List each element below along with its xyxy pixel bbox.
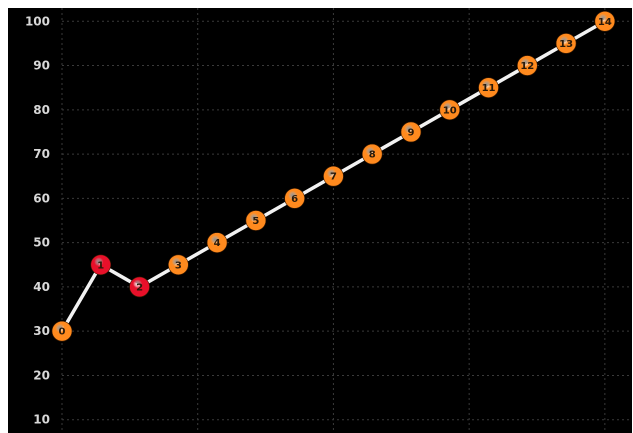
data-point-label: 1: [97, 260, 104, 271]
data-point-label: 4: [214, 238, 221, 249]
grid-layer: [61, 8, 632, 433]
data-point[interactable]: 10: [439, 99, 461, 121]
data-point[interactable]: 9: [400, 121, 422, 143]
data-point[interactable]: 13: [555, 33, 577, 54]
data-point[interactable]: 3: [168, 254, 189, 276]
data-point[interactable]: 0: [51, 320, 73, 342]
y-tick-label: 30: [33, 324, 50, 338]
data-point-marker: [206, 232, 228, 253]
data-point[interactable]: 14: [594, 10, 616, 32]
data-point-label: 8: [369, 150, 376, 161]
data-point-label: 0: [59, 327, 66, 338]
data-point-marker: [361, 143, 383, 165]
data-point-label: 10: [443, 105, 457, 116]
data-point-label: 5: [252, 216, 259, 227]
y-tick-label: 100: [25, 14, 50, 28]
data-point-marker: [400, 121, 422, 143]
data-point-label: 3: [175, 260, 182, 271]
y-tick-label: 80: [33, 103, 50, 117]
data-point-label: 2: [136, 282, 143, 293]
data-point[interactable]: 11: [478, 77, 499, 98]
data-point-marker: [168, 254, 189, 276]
data-point[interactable]: 4: [206, 232, 228, 253]
data-point[interactable]: 12: [517, 55, 538, 76]
data-point[interactable]: 6: [284, 188, 305, 209]
chart-frame: 10 20 30 40 50 60 70 80 90 100 0 1 2 3 4 5 6 7 8 9 10 11 12 13…: [8, 8, 632, 433]
data-point-marker: [594, 10, 616, 32]
data-point[interactable]: 7: [323, 165, 344, 187]
data-point[interactable]: 2: [129, 276, 150, 298]
data-point-marker: [129, 276, 150, 298]
data-point-label: 12: [520, 61, 534, 72]
y-tick-label: 10: [33, 413, 50, 427]
data-point-marker: [284, 188, 305, 209]
data-point-label: 14: [598, 17, 612, 28]
y-axis-ticks: 10 20 30 40 50 60 70 80 90 100: [25, 14, 50, 426]
data-point-label: 9: [407, 127, 414, 138]
data-point-marker: [439, 99, 461, 121]
y-tick-label: 40: [33, 280, 50, 294]
data-point-marker: [323, 165, 344, 187]
data-point-label: 13: [559, 39, 573, 50]
data-point-marker: [517, 55, 538, 76]
data-point-label: 6: [291, 194, 298, 205]
data-point[interactable]: 5: [245, 210, 267, 231]
y-tick-label: 70: [33, 147, 50, 161]
data-point-label: 7: [330, 172, 337, 183]
data-point-marker: [51, 320, 73, 342]
data-point-marker: [90, 254, 112, 276]
data-point[interactable]: 8: [361, 143, 383, 165]
y-tick-label: 90: [33, 59, 50, 73]
data-point-marker: [478, 77, 499, 98]
data-point-label: 11: [482, 83, 496, 94]
data-point-marker: [245, 210, 267, 231]
data-point-marker: [555, 33, 577, 54]
y-tick-label: 60: [33, 191, 50, 205]
y-tick-label: 20: [33, 368, 50, 382]
data-point[interactable]: 1: [90, 254, 112, 276]
y-tick-label: 50: [33, 236, 50, 250]
